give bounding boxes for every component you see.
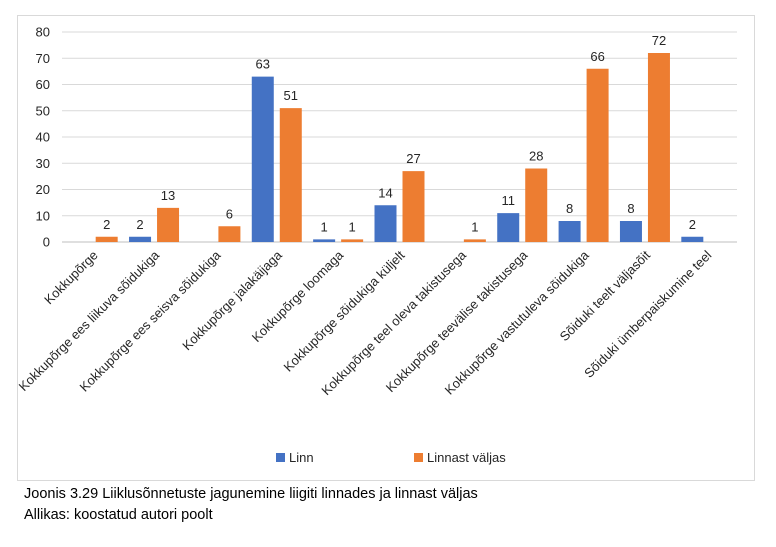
bar-linn [497,213,520,242]
data-label: 28 [529,149,543,164]
bar-chart: 0 10 20 30 40 50 60 70 80 2 Kokkupõrge 2 13 Kokkupõrg… [16,25,737,465]
bar-linn [558,221,581,242]
bar-linn [313,239,336,242]
bar-linn [374,205,397,242]
data-label: 66 [590,49,604,64]
legend-swatch-linn [276,453,285,462]
bar-linnast-valjas [586,68,609,242]
data-label: 6 [226,206,233,221]
bar-linnast-valjas [463,239,486,242]
figure-source: Allikas: koostatud autori poolt [24,507,213,523]
y-tick-label: 20 [36,182,50,197]
data-label: 27 [406,151,420,166]
bar-linnast-valjas [647,53,670,242]
data-label: 1 [321,219,328,234]
figure-caption: Joonis 3.29 Liiklusõnnetuste jagunemine … [24,486,478,502]
y-tick-label: 80 [36,25,50,40]
bar-linnast-valjas [402,171,425,242]
y-tick-label: 60 [36,77,50,92]
y-tick-label: 70 [36,51,50,66]
bar-linnast-valjas [279,108,302,242]
data-label: 14 [378,185,392,200]
data-label: 8 [566,201,573,216]
data-label: 72 [652,33,666,48]
bar-linnast-valjas [218,226,241,242]
data-label: 2 [103,217,110,232]
data-label: 11 [501,193,515,208]
data-label: 8 [627,201,634,216]
x-tick-label: Kokkupõrge [41,248,101,308]
y-tick-label: 40 [36,130,50,145]
bar-linnast-valjas [157,207,180,242]
x-tick-label: Kokkupõrge jalakäijaga [179,247,285,353]
bar-linn [619,221,642,242]
data-label: 13 [161,188,175,203]
bar-linnast-valjas [525,168,548,242]
legend-swatch-linnast-valjas [414,453,423,462]
bar-linnast-valjas [95,236,118,242]
legend-label: Linnast väljas [427,450,506,465]
bar-linnast-valjas [341,239,364,242]
x-tick-label: Kokkupõrge sõidukiga küljelt [280,247,407,374]
y-tick-label: 0 [43,235,50,250]
data-label: 1 [349,219,356,234]
bar-linn [129,236,152,242]
data-label: 1 [471,219,478,234]
data-label: 63 [256,57,270,72]
data-label: 2 [689,217,696,232]
legend-label: Linn [289,450,314,465]
chart-frame [17,15,755,481]
y-tick-label: 30 [36,156,50,171]
bar-linn [251,76,274,242]
x-tick-label: Sõiduki ümberpaiskumine teel [581,247,714,380]
data-label: 51 [284,88,298,103]
y-tick-label: 10 [36,208,50,223]
bar-linn [681,236,704,242]
data-label: 2 [136,217,143,232]
y-tick-label: 50 [36,103,50,118]
